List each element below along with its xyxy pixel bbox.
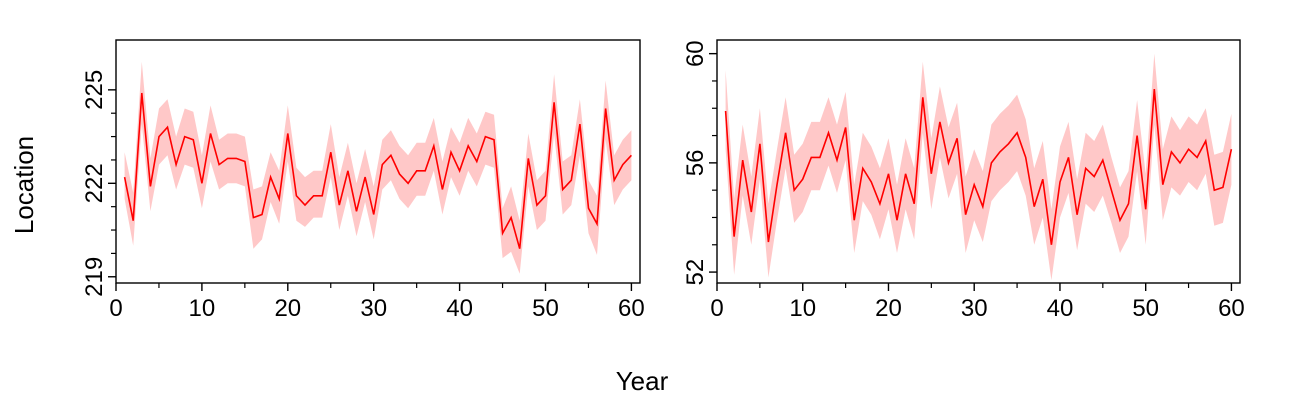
- confidence-band: [124, 61, 632, 274]
- x-tick-label: 30: [961, 295, 988, 322]
- series-line: [123, 92, 632, 249]
- x-tick-label: 10: [189, 295, 216, 322]
- x-tick-label: 10: [789, 295, 816, 322]
- y-tick-label: 225: [81, 70, 108, 110]
- series-line: [724, 89, 1233, 245]
- y-tick-label: 222: [81, 163, 108, 203]
- x-tick-label: 20: [274, 295, 301, 322]
- right-panel: 0 10 20 30 40 50 60 52 56 60: [682, 39, 1245, 322]
- x-tick-label: 60: [1218, 295, 1245, 322]
- plot-frame: [716, 39, 1241, 284]
- x-tick-label: 50: [1132, 295, 1159, 322]
- x-tick-label: 40: [446, 295, 473, 322]
- y-tick-label: 219: [81, 257, 108, 297]
- y-tick-label: 52: [682, 259, 709, 286]
- x-tick-label: 20: [875, 295, 902, 322]
- plot-frame: [115, 39, 641, 284]
- y-axis-title: Location: [9, 136, 39, 234]
- x-axis-title: Year: [616, 366, 669, 396]
- left-panel: 0 10 20 30 40 50 60 219 222 225: [81, 39, 645, 322]
- x-tick-label: 40: [1047, 295, 1074, 322]
- x-tick-label: 30: [360, 295, 387, 322]
- x-tick-label: 0: [109, 295, 122, 322]
- y-tick-label: 60: [682, 40, 709, 67]
- confidence-band: [725, 53, 1232, 281]
- x-tick-label: 60: [618, 295, 645, 322]
- x-tick-label: 50: [532, 295, 559, 322]
- y-tick-label: 56: [682, 150, 709, 177]
- x-tick-label: 0: [710, 295, 723, 322]
